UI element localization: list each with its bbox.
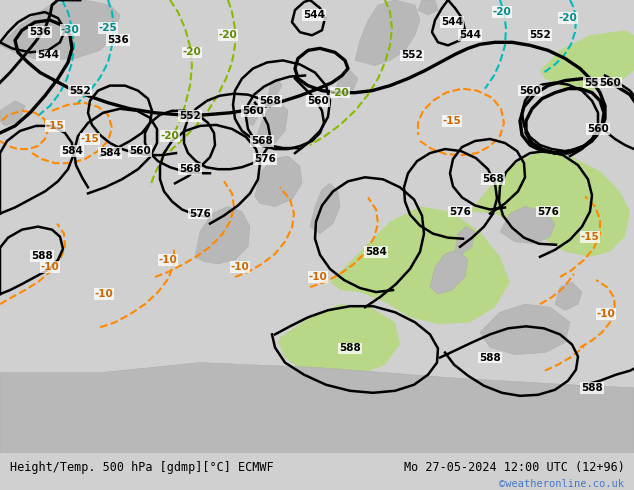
Polygon shape	[0, 0, 120, 60]
Polygon shape	[540, 30, 634, 91]
Text: -20: -20	[219, 30, 237, 40]
Text: -10: -10	[309, 272, 327, 282]
Polygon shape	[268, 78, 282, 96]
Text: 568: 568	[179, 164, 201, 174]
Text: 560: 560	[307, 96, 329, 106]
Polygon shape	[255, 156, 302, 206]
Text: 568: 568	[251, 136, 273, 146]
Polygon shape	[555, 282, 582, 310]
Text: 552: 552	[584, 77, 606, 88]
Polygon shape	[480, 304, 570, 355]
Text: 584: 584	[365, 247, 387, 257]
Polygon shape	[255, 103, 288, 146]
Text: 552: 552	[69, 86, 91, 96]
Text: 536: 536	[29, 27, 51, 37]
Text: 584: 584	[61, 146, 83, 156]
Polygon shape	[278, 304, 400, 378]
Text: 544: 544	[303, 10, 325, 20]
Text: 560: 560	[242, 106, 264, 116]
Polygon shape	[310, 183, 340, 234]
Text: -10: -10	[158, 255, 178, 265]
Polygon shape	[470, 151, 630, 257]
Text: 552: 552	[401, 50, 423, 60]
Text: -20: -20	[559, 13, 578, 23]
Polygon shape	[0, 101, 25, 126]
Text: 576: 576	[254, 154, 276, 164]
Text: 552: 552	[529, 30, 551, 40]
Text: 560: 560	[599, 77, 621, 88]
Text: -30: -30	[61, 25, 79, 35]
Text: -20: -20	[493, 7, 512, 17]
Text: -10: -10	[597, 309, 616, 319]
Text: 552: 552	[179, 111, 201, 121]
Text: -20: -20	[330, 88, 349, 98]
Polygon shape	[335, 71, 358, 98]
Text: -10: -10	[94, 289, 113, 299]
Text: 584: 584	[99, 148, 121, 158]
Polygon shape	[245, 103, 260, 126]
Text: -15: -15	[443, 116, 462, 126]
Text: -15: -15	[46, 121, 65, 131]
Text: 536: 536	[107, 35, 129, 45]
Text: Height/Temp. 500 hPa [gdmp][°C] ECMWF: Height/Temp. 500 hPa [gdmp][°C] ECMWF	[10, 462, 273, 474]
Polygon shape	[330, 206, 510, 324]
Polygon shape	[455, 226, 475, 254]
Text: ©weatheronline.co.uk: ©weatheronline.co.uk	[500, 480, 624, 490]
Text: -20: -20	[183, 48, 202, 57]
Text: 576: 576	[189, 209, 211, 219]
Text: Mo 27-05-2024 12:00 UTC (12+96): Mo 27-05-2024 12:00 UTC (12+96)	[404, 462, 624, 474]
Text: -25: -25	[99, 23, 117, 33]
Text: 544: 544	[37, 50, 59, 60]
Text: 588: 588	[581, 383, 603, 393]
Text: 544: 544	[441, 17, 463, 27]
Text: 576: 576	[537, 206, 559, 217]
Text: 560: 560	[519, 86, 541, 96]
Text: -10: -10	[41, 262, 60, 272]
Polygon shape	[195, 206, 250, 264]
Polygon shape	[418, 0, 438, 15]
Text: 568: 568	[259, 96, 281, 106]
Polygon shape	[500, 206, 555, 244]
Text: 588: 588	[339, 343, 361, 353]
Text: 560: 560	[587, 124, 609, 134]
Text: 588: 588	[479, 353, 501, 363]
Polygon shape	[430, 250, 468, 294]
Text: -10: -10	[231, 262, 249, 272]
Polygon shape	[355, 0, 420, 66]
Text: 568: 568	[482, 174, 504, 184]
Text: -15: -15	[581, 232, 599, 242]
Text: 560: 560	[129, 146, 151, 156]
Polygon shape	[0, 363, 634, 453]
Text: 588: 588	[31, 251, 53, 261]
Text: -15: -15	[81, 134, 100, 144]
Text: -20: -20	[160, 131, 179, 141]
Text: 576: 576	[449, 206, 471, 217]
Text: 544: 544	[459, 30, 481, 40]
